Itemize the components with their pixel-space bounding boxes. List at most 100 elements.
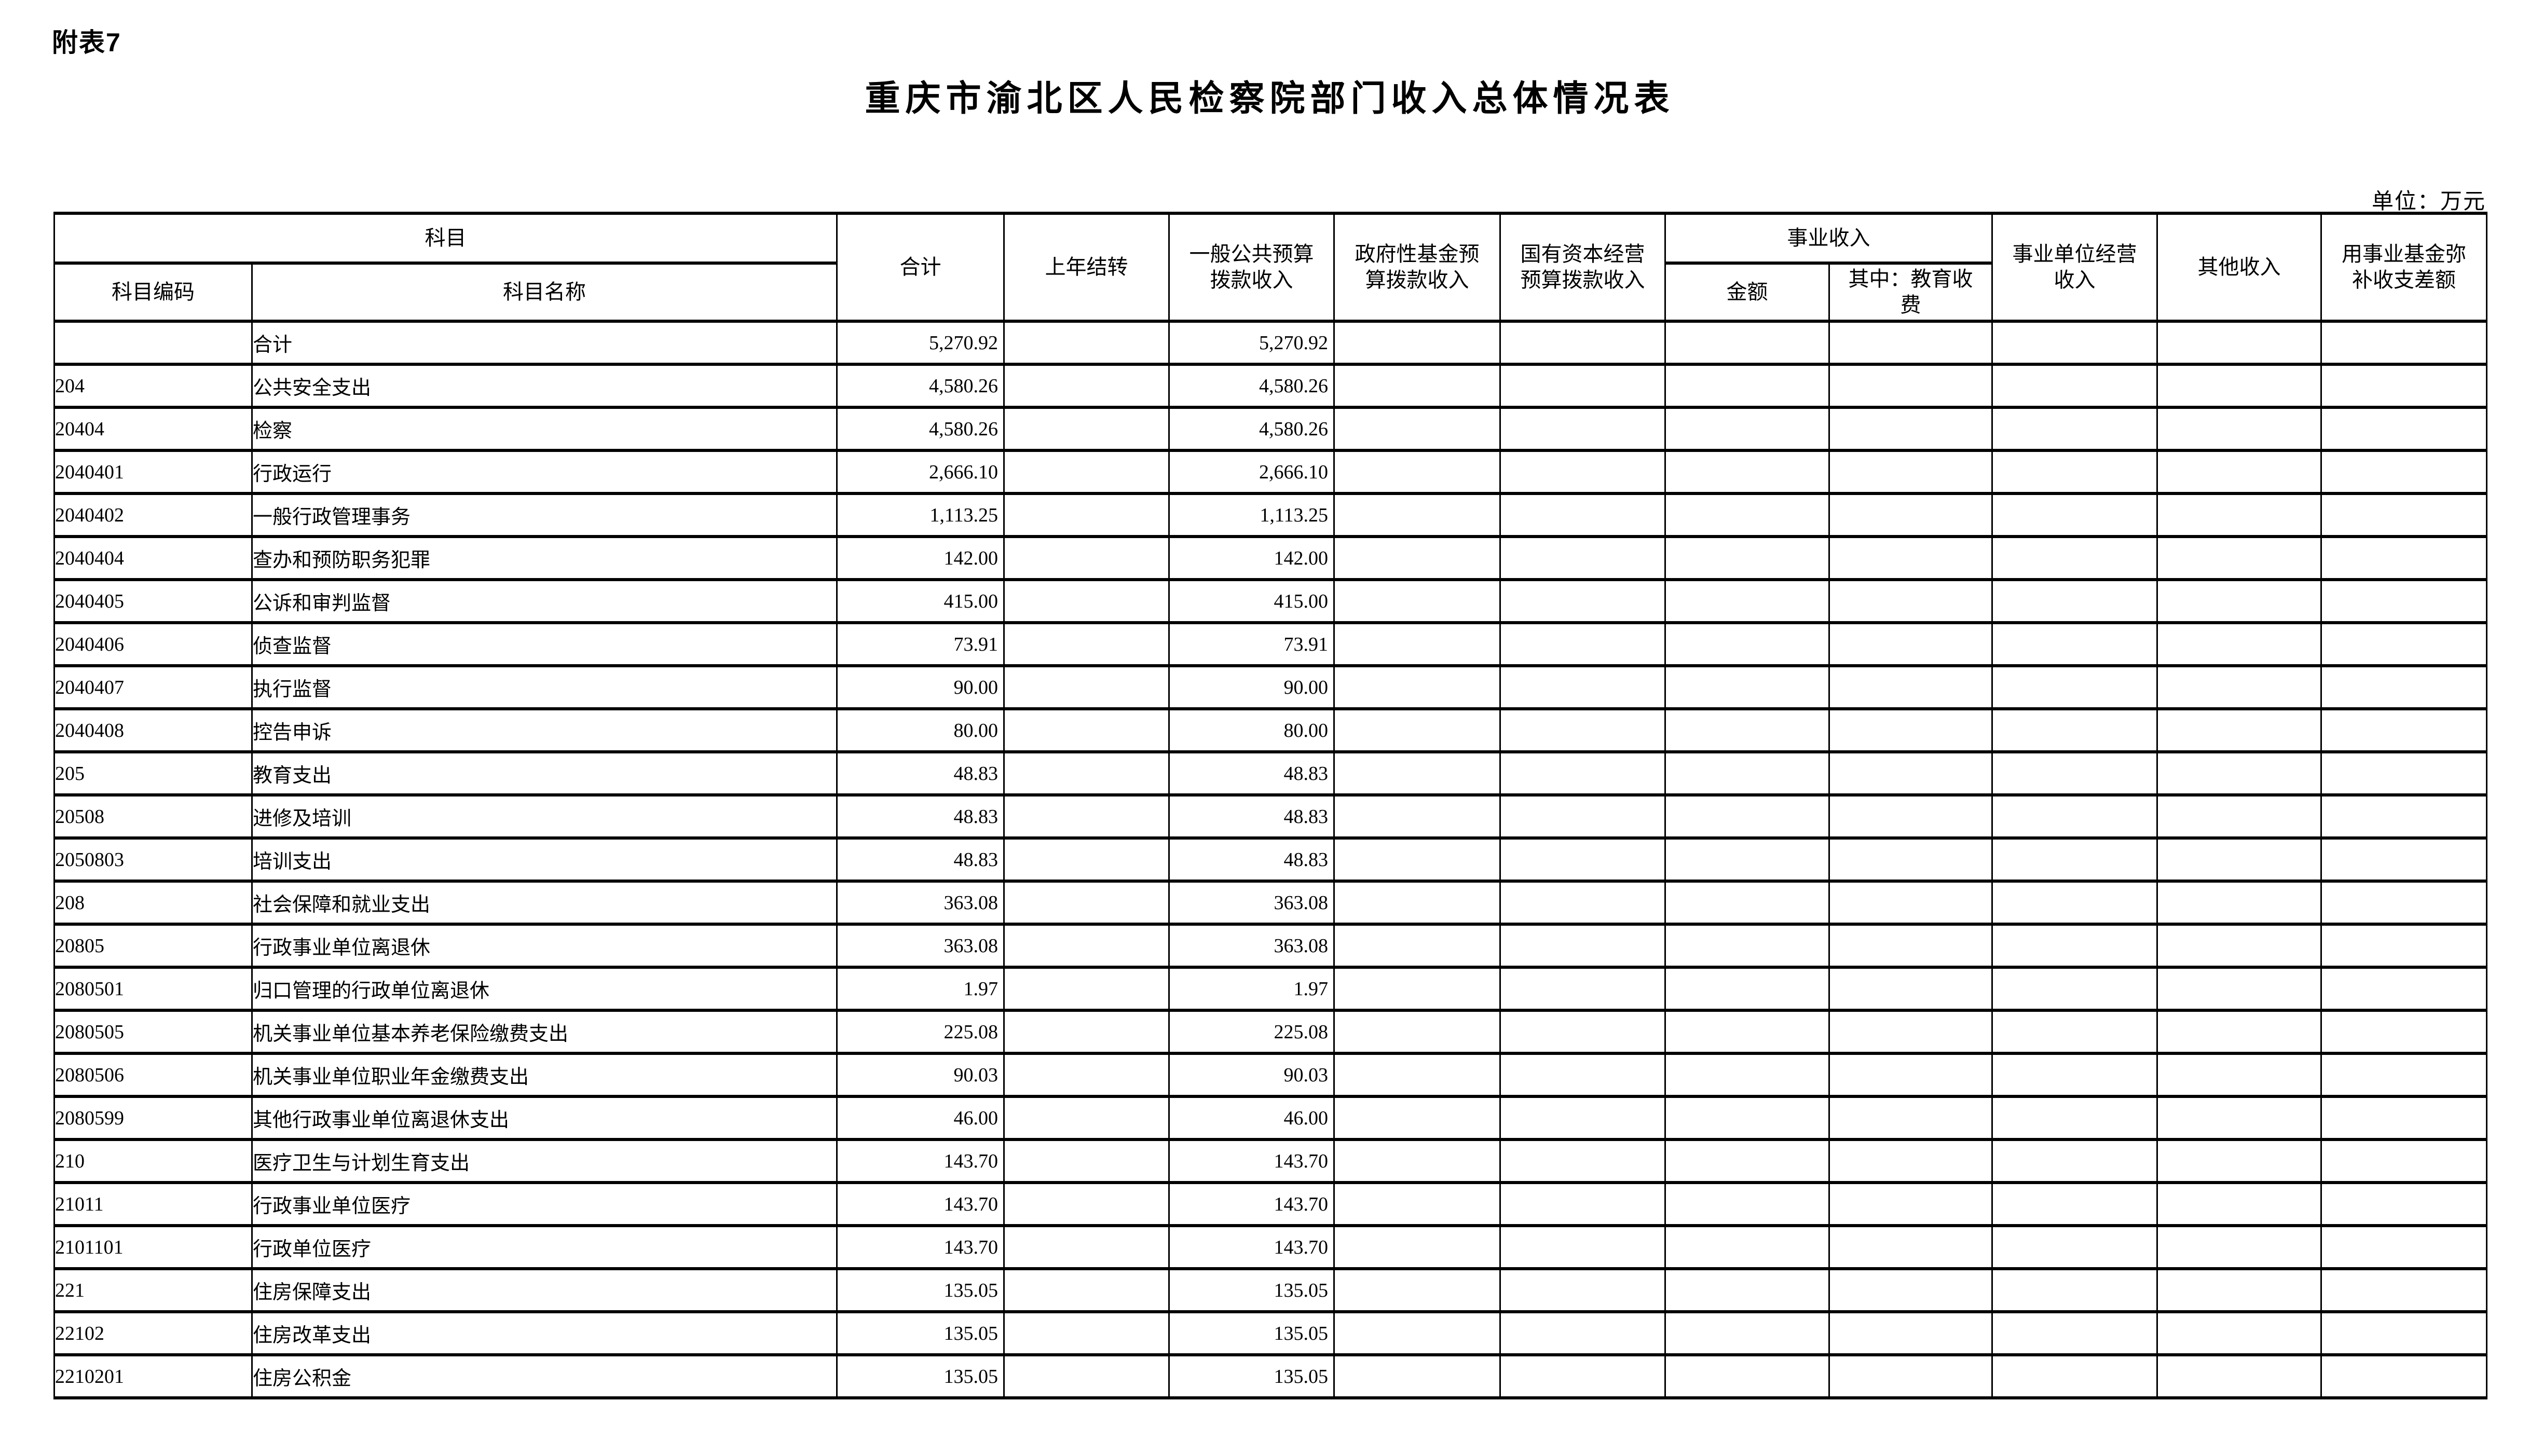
value-cell [1003,923,1170,969]
subject-name-cell: 社会保障和就业支出 [251,880,838,926]
value-cell [1499,707,1666,753]
value-cell [1828,793,1993,840]
value-cell [1664,406,1830,452]
subject-name-cell: 住房公积金 [251,1353,838,1399]
subject-code-cell: 221 [53,1267,253,1313]
value-cell [1333,449,1501,495]
value-cell [1828,363,1993,409]
value-cell [1828,880,1993,926]
value-cell [1991,707,2158,753]
value-cell: 143.70 [1168,1181,1335,1227]
value-cell [1664,1138,1830,1184]
subject-name-cell: 侦查监督 [251,621,838,667]
table-row: 2040404 查办和预防职务犯罪 142.00 142.00 [53,535,2487,581]
value-cell: 48.83 [1168,750,1335,796]
value-cell [2320,492,2487,538]
value-cell [2156,1353,2322,1399]
value-cell [1333,1310,1501,1356]
value-cell [2320,1095,2487,1141]
value-cell [2320,621,2487,667]
value-cell [2320,406,2487,452]
value-cell: 4,580.26 [836,406,1005,452]
value-cell [2320,1353,2487,1399]
value-cell: 48.83 [1168,836,1335,883]
value-cell [1664,320,1830,366]
value-cell [1333,1224,1501,1270]
value-cell [1828,1095,1993,1141]
value-cell [2156,535,2322,581]
value-cell [1828,1267,1993,1313]
value-cell [1828,1138,1993,1184]
value-cell: 135.05 [836,1353,1005,1399]
value-cell [1828,578,1993,624]
value-cell [2320,750,2487,796]
value-cell: 48.83 [1168,793,1335,840]
value-cell [1664,750,1830,796]
value-cell [2156,578,2322,624]
subject-name-cell: 医疗卫生与计划生育支出 [251,1138,838,1184]
value-cell [2156,1181,2322,1227]
subject-name-cell: 培训支出 [251,836,838,883]
table-row: 208 社会保障和就业支出 363.08 363.08 [53,880,2487,926]
value-cell [1664,363,1830,409]
unit-note: 单位：万元 [2371,190,2486,214]
value-cell [1499,793,1666,840]
table-row: 2040408 控告申诉 80.00 80.00 [53,707,2487,753]
value-cell [1333,1267,1501,1313]
value-cell [1003,320,1170,366]
value-cell: 73.91 [1168,621,1335,667]
header-business-amount: 金额 [1664,262,1830,323]
value-cell [2320,449,2487,495]
value-cell [2320,578,2487,624]
value-cell: 143.70 [836,1181,1005,1227]
subject-code-cell: 2080505 [53,1009,253,1055]
value-cell [1499,1181,1666,1227]
subject-code-cell: 204 [53,363,253,409]
subject-name-cell: 执行监督 [251,664,838,710]
subject-code-cell: 2040407 [53,664,253,710]
value-cell [2156,880,2322,926]
value-cell [1333,621,1501,667]
value-cell [1499,1224,1666,1270]
value-cell [2320,880,2487,926]
value-cell [1499,664,1666,710]
header-gov-fund: 政府性基金预 算拨款收入 [1333,212,1501,323]
table-row: 210 医疗卫生与计划生育支出 143.70 143.70 [53,1138,2487,1184]
value-cell: 363.08 [836,923,1005,969]
value-cell: 135.05 [1168,1267,1335,1313]
value-cell: 135.05 [836,1267,1005,1313]
header-other-income: 其他收入 [2156,212,2322,323]
value-cell [2156,750,2322,796]
value-cell [2320,793,2487,840]
value-cell: 1.97 [1168,966,1335,1012]
subject-code-cell: 2080501 [53,966,253,1012]
value-cell [1003,664,1170,710]
value-cell [1499,1095,1666,1141]
value-cell [1828,1052,1993,1098]
value-cell [1003,363,1170,409]
subject-code-cell: 2040405 [53,578,253,624]
table-row: 20508 进修及培训 48.83 48.83 [53,793,2487,840]
value-cell [2156,449,2322,495]
value-cell [1664,621,1830,667]
value-cell [1664,1224,1830,1270]
value-cell [1991,1224,2158,1270]
value-cell [1828,1224,1993,1270]
value-cell [1003,1138,1170,1184]
value-cell [1333,966,1501,1012]
value-cell [1664,1009,1830,1055]
value-cell [1828,1009,1993,1055]
subject-code-cell: 208 [53,880,253,926]
header-business-operating: 事业单位经营 收入 [1991,212,2158,323]
value-cell [1664,535,1830,581]
table-row: 21011 行政事业单位医疗 143.70 143.70 [53,1181,2487,1227]
value-cell: 415.00 [836,578,1005,624]
value-cell [1991,1009,2158,1055]
subject-name-cell: 机关事业单位基本养老保险缴费支出 [251,1009,838,1055]
subject-code-cell: 2080506 [53,1052,253,1098]
table-row: 合计 5,270.92 5,270.92 [53,320,2487,366]
value-cell [1664,1310,1830,1356]
subject-name-cell: 住房改革支出 [251,1310,838,1356]
value-cell [1499,750,1666,796]
value-cell [2156,1095,2322,1141]
